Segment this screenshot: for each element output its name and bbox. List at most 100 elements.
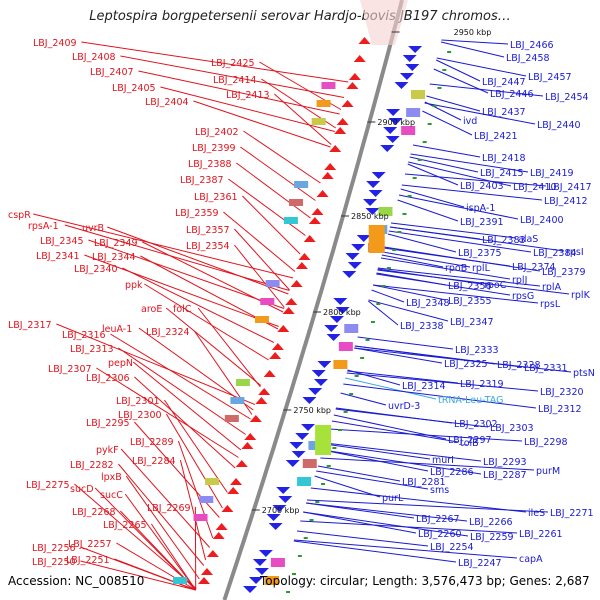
right-gene-label[interactable]: purL xyxy=(382,493,404,504)
right-gene-label[interactable]: LBJ_2454 xyxy=(545,92,589,103)
right-gene-label[interactable]: LBJ_2410 xyxy=(513,182,557,193)
left-gene-label[interactable]: LBJ_2409 xyxy=(33,38,77,49)
left-gene-label[interactable]: ppk xyxy=(125,280,143,291)
left-gene-label[interactable]: LBJ_2425 xyxy=(211,58,255,69)
right-gene-label[interactable]: tolB xyxy=(460,438,479,449)
left-gene-label[interactable]: LBJ_2408 xyxy=(72,52,116,63)
left-gene-label[interactable]: LBJ_2306 xyxy=(86,373,130,384)
right-gene-label[interactable]: LBJ_2293 xyxy=(483,457,527,468)
left-gene-label[interactable]: LBJ_2268 xyxy=(72,507,116,518)
right-gene-label[interactable]: LBJ_2287 xyxy=(483,470,527,481)
right-gene-label[interactable]: LBJ_2418 xyxy=(482,153,526,164)
right-gene-label[interactable]: LBJ_2271 xyxy=(550,508,594,519)
left-gene-label[interactable]: LBJ_2307 xyxy=(48,364,92,375)
right-gene-label[interactable]: LBJ_2412 xyxy=(544,196,588,207)
right-gene-label[interactable]: LBJ_2259 xyxy=(470,532,514,543)
left-gene-label[interactable]: pepN xyxy=(108,358,133,369)
right-gene-label[interactable]: LBJ_2303 xyxy=(490,423,534,434)
left-gene-label[interactable]: LBJ_2316 xyxy=(62,330,106,341)
right-gene-label[interactable]: alaS xyxy=(518,234,538,245)
right-gene-label[interactable]: rpoC xyxy=(484,280,507,291)
left-gene-label[interactable]: LBJ_2405 xyxy=(112,83,156,94)
right-gene-label[interactable]: rpsI xyxy=(566,247,584,258)
right-gene-label[interactable]: LBJ_2328 xyxy=(497,360,541,371)
right-gene-label[interactable]: LBJ_2281 xyxy=(402,477,446,488)
left-gene-label[interactable]: sucD xyxy=(70,484,94,495)
left-gene-label[interactable]: pykF xyxy=(96,445,119,456)
left-gene-label[interactable]: LBJ_2313 xyxy=(70,344,114,355)
right-gene-label[interactable]: ivd xyxy=(463,116,477,127)
right-gene-label[interactable]: LBJ_2403 xyxy=(460,181,504,192)
left-gene-label[interactable]: LBJ_2387 xyxy=(180,175,224,186)
left-gene-label[interactable]: LBJ_2344 xyxy=(92,252,136,263)
left-gene-label[interactable]: cspR xyxy=(8,210,31,221)
right-gene-label[interactable]: LBJ_2302 xyxy=(454,419,498,430)
right-gene-label[interactable]: LBJ_2400 xyxy=(520,215,564,226)
left-gene-label[interactable]: lpxB xyxy=(101,472,122,483)
left-gene-label[interactable]: LBJ_2349 xyxy=(94,238,138,249)
right-gene-label[interactable]: ileS xyxy=(528,508,545,519)
right-gene-label[interactable]: rpsG xyxy=(512,291,534,302)
right-gene-label[interactable]: LBJ_2312 xyxy=(538,404,582,415)
left-gene-label[interactable]: LBJ_2282 xyxy=(70,460,114,471)
right-gene-label[interactable]: LBJ_2314 xyxy=(402,381,446,392)
left-gene-label[interactable]: sucC xyxy=(100,490,123,501)
left-gene-label[interactable]: LBJ_2388 xyxy=(188,159,232,170)
right-gene-label[interactable]: LBJ_2419 xyxy=(530,168,574,179)
left-gene-label[interactable]: LBJ_2414 xyxy=(213,75,257,86)
right-gene-label[interactable]: LBJ_2446 xyxy=(490,89,534,100)
left-gene-label[interactable]: LBJ_2284 xyxy=(132,456,176,467)
right-gene-label[interactable]: LBJ_2260 xyxy=(418,529,462,540)
right-gene-label[interactable]: purM xyxy=(536,466,560,477)
left-gene-label[interactable]: LBJ_2250 xyxy=(32,557,76,568)
right-gene-label[interactable]: rpoB xyxy=(445,263,467,274)
right-gene-label[interactable]: LBJ_2375 xyxy=(458,248,502,259)
right-gene-label[interactable]: LBJ_2421 xyxy=(474,131,518,142)
left-gene-label[interactable]: LBJ_2251 xyxy=(66,555,110,566)
left-gene-label[interactable]: LBJ_2256 xyxy=(32,543,76,554)
right-gene-label[interactable]: capA xyxy=(519,554,543,565)
left-gene-label[interactable]: LBJ_2357 xyxy=(186,225,230,236)
left-gene-label[interactable]: LBJ_2341 xyxy=(36,251,80,262)
left-gene-label[interactable]: rpsA-1 xyxy=(28,221,59,232)
left-gene-label[interactable]: LBJ_2289 xyxy=(130,437,174,448)
right-gene-label[interactable]: LBJ_2374 xyxy=(512,262,556,273)
right-gene-label[interactable]: rplJ xyxy=(512,275,527,286)
right-gene-label[interactable]: rpsL xyxy=(540,299,561,310)
right-gene-label[interactable]: LBJ_2415 xyxy=(480,168,524,179)
left-gene-label[interactable]: LBJ_2404 xyxy=(145,97,189,108)
left-gene-label[interactable]: LBJ_2354 xyxy=(186,241,230,252)
right-gene-label[interactable]: rplL xyxy=(472,263,491,274)
right-gene-label[interactable]: LBJ_2466 xyxy=(510,40,554,51)
right-gene-label[interactable]: LBJ_2383 xyxy=(482,235,526,246)
right-gene-label[interactable]: rplA xyxy=(542,282,562,293)
right-gene-label[interactable]: LBJ_2333 xyxy=(455,345,499,356)
left-gene-label[interactable]: LBJ_2269 xyxy=(147,503,191,514)
right-gene-label[interactable]: LBJ_2261 xyxy=(519,529,563,540)
right-gene-label[interactable]: LBJ_2325 xyxy=(444,359,488,370)
right-gene-label[interactable]: LBJ_2298 xyxy=(524,437,568,448)
left-gene-label[interactable]: LBJ_2257 xyxy=(68,539,112,550)
left-gene-label[interactable]: LBJ_2301 xyxy=(116,396,160,407)
left-gene-label[interactable]: LBJ_2275 xyxy=(26,480,70,491)
left-gene-label[interactable]: aroE xyxy=(141,304,162,315)
right-gene-label[interactable]: sms xyxy=(430,485,449,496)
right-gene-label[interactable]: LBJ_2267 xyxy=(416,514,460,525)
right-gene-label[interactable]: LBJ_2297 xyxy=(448,435,492,446)
right-gene-label[interactable]: LBJ_2266 xyxy=(469,517,513,528)
right-gene-label[interactable]: LBJ_2356 xyxy=(448,281,492,292)
left-gene-label[interactable]: LBJ_2295 xyxy=(86,418,130,429)
right-gene-label[interactable]: LBJ_2355 xyxy=(448,296,492,307)
right-gene-label[interactable]: LBJ_2320 xyxy=(540,387,584,398)
right-gene-label[interactable]: LBJ_2379 xyxy=(542,267,586,278)
right-gene-label[interactable]: LBJ_2437 xyxy=(482,107,526,118)
right-gene-label[interactable]: LBJ_2348 xyxy=(406,298,450,309)
left-gene-label[interactable]: LBJ_2324 xyxy=(146,327,190,338)
left-gene-label[interactable]: LBJ_2399 xyxy=(192,143,236,154)
right-gene-label[interactable]: LBJ_2347 xyxy=(450,317,494,328)
right-gene-label[interactable]: LBJ_2457 xyxy=(528,72,572,83)
right-gene-label[interactable]: LBJ_2286 xyxy=(430,467,474,478)
right-gene-label[interactable]: LBJ_2447 xyxy=(482,77,526,88)
right-gene-label[interactable]: LBJ_2319 xyxy=(460,379,504,390)
trna-gene-label[interactable]: tRNA-Leu-TAG xyxy=(438,395,503,406)
